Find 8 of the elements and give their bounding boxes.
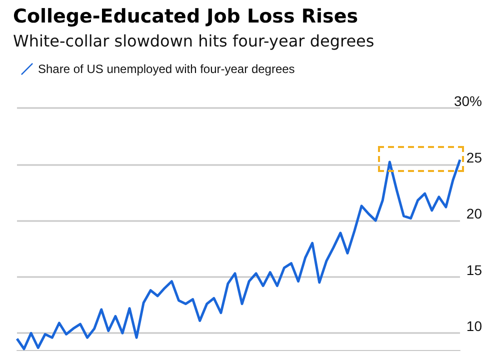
chart-subtitle: White-collar slowdown hits four-year degrees <box>13 32 374 50</box>
y-tick-label: 10 <box>466 318 482 334</box>
y-tick-label: 20 <box>466 206 482 222</box>
y-tick-label: 25 <box>466 149 482 166</box>
y-tick-label: 30% <box>454 93 482 109</box>
y-tick-label: 15 <box>466 262 482 278</box>
legend-label: Share of US unemployed with four-year degrees <box>38 62 295 76</box>
chart-title: College-Educated Job Loss Rises <box>13 6 358 28</box>
